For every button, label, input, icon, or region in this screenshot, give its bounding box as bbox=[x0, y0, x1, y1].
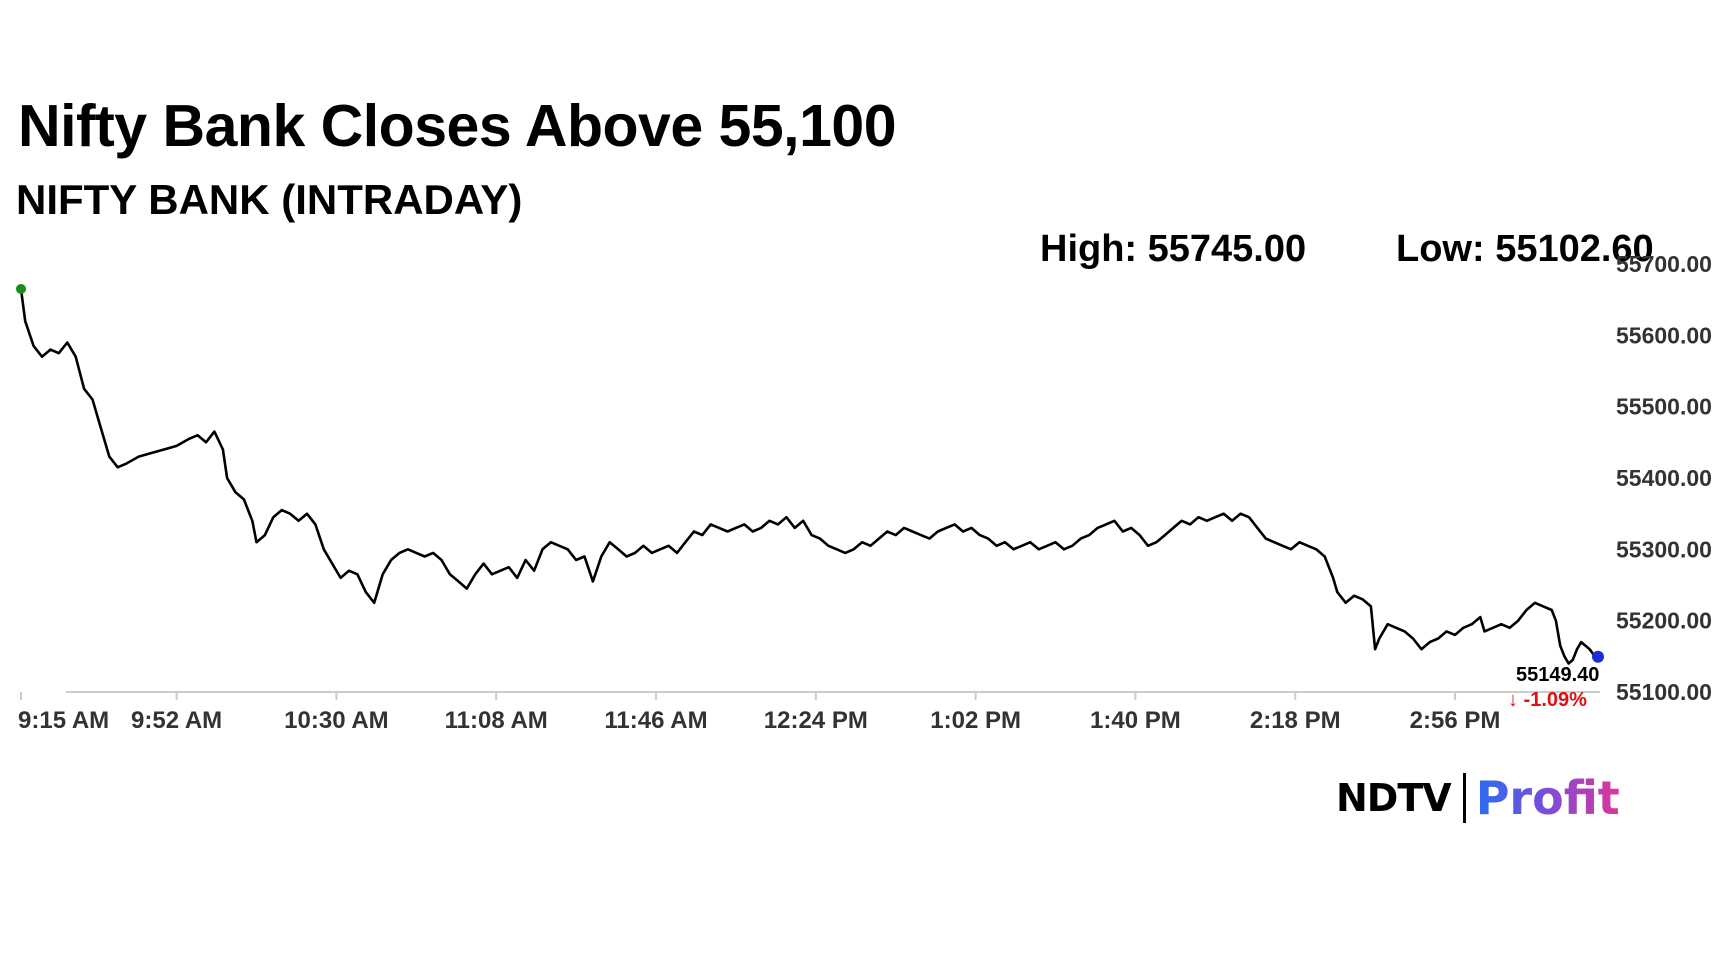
logo-divider bbox=[1462, 773, 1466, 823]
last-price-label: 55149.40 bbox=[1516, 664, 1599, 686]
x-tick-label: 2:18 PM bbox=[1250, 707, 1341, 734]
price-line bbox=[19, 288, 1599, 665]
y-tick-label: 55100.00 bbox=[1616, 679, 1712, 705]
x-tick-label: 9:52 AM bbox=[131, 707, 222, 734]
logo-profit-text: Profit bbox=[1475, 771, 1620, 825]
y-tick-label: 55200.00 bbox=[1616, 608, 1712, 634]
change-percent-label: ↓ -1.09% bbox=[1508, 689, 1587, 711]
y-tick-label: 55500.00 bbox=[1616, 394, 1712, 420]
x-tick-label: 11:08 AM bbox=[445, 707, 548, 734]
x-tick-label: 1:40 PM bbox=[1090, 707, 1181, 734]
y-axis: 55700.00 55600.00 55500.00 55400.00 55300.00… bbox=[1616, 251, 1712, 705]
x-tick-label: 11:46 AM bbox=[604, 707, 707, 734]
last-point-marker bbox=[1592, 650, 1604, 663]
y-tick-label: 55600.00 bbox=[1616, 322, 1712, 348]
x-tick-label: 1:02 PM bbox=[930, 707, 1021, 734]
page-title: Nifty Bank Closes Above 55,100 bbox=[18, 93, 897, 159]
ndtv-profit-logo: NDTV Profit bbox=[1336, 770, 1620, 826]
low-value: Low: 55102.60 bbox=[1396, 228, 1654, 270]
y-tick-label: 55700.00 bbox=[1616, 251, 1712, 277]
x-tick-label: 10:30 AM bbox=[284, 707, 388, 734]
open-point-marker bbox=[16, 283, 26, 294]
x-axis: 9:15 AM 9:52 AM 10:30 AM 11:08 AM 11:46 AM 12… bbox=[18, 692, 1500, 734]
y-tick-label: 55300.00 bbox=[1616, 536, 1712, 562]
x-tick-label: 9:15 AM bbox=[18, 707, 109, 734]
logo-ndtv-text: NDTV bbox=[1336, 776, 1452, 820]
x-tick-label: 2:56 PM bbox=[1410, 707, 1501, 734]
y-tick-label: 55400.00 bbox=[1616, 465, 1712, 491]
high-value: High: 55745.00 bbox=[1040, 228, 1307, 270]
chart-subtitle: NIFTY BANK (INTRADAY) bbox=[16, 176, 523, 223]
x-tick-label: 12:24 PM bbox=[764, 707, 868, 734]
